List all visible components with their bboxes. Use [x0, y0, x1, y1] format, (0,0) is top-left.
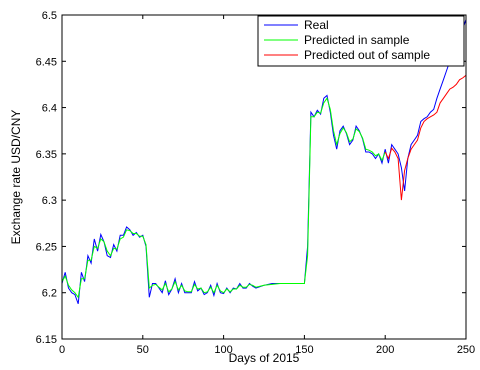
y-tick-label: 6.45	[36, 56, 57, 68]
x-tick-label: 50	[137, 344, 149, 356]
y-tick-label: 6.3	[42, 195, 57, 207]
plot-marks	[61, 19, 467, 304]
series-line-1	[61, 97, 386, 299]
plot-frame	[61, 14, 467, 340]
x-tick-label: 250	[457, 344, 475, 356]
legend-label: Predicted in sample	[304, 33, 410, 47]
legend-label: Predicted out of sample	[304, 48, 430, 62]
x-tick-label: 0	[59, 344, 65, 356]
y-tick-label: 6.25	[36, 241, 57, 253]
y-tick-label: 6.15	[36, 334, 57, 346]
x-axis: 0 50 100 150 200 250	[59, 15, 475, 356]
legend-box	[257, 15, 465, 67]
x-tick-label: 150	[295, 344, 313, 356]
legend-label: Real	[304, 18, 329, 32]
x-tick-label: 200	[376, 344, 394, 356]
x-axis-label: Days of 2015	[229, 351, 300, 365]
y-axis-label: Exchange rate USD/CNY	[9, 110, 23, 245]
y-tick-label: 6.35	[36, 149, 57, 161]
x-tick-label: 100	[214, 344, 232, 356]
y-tick-label: 6.5	[42, 10, 57, 22]
series-line-2	[384, 74, 467, 201]
y-tick-label: 6.4	[42, 103, 57, 115]
y-axis: 6.15 6.2 6.25 6.3 6.35 6.4 6.45 6.5	[36, 10, 466, 346]
y-tick-label: 6.2	[42, 288, 57, 300]
